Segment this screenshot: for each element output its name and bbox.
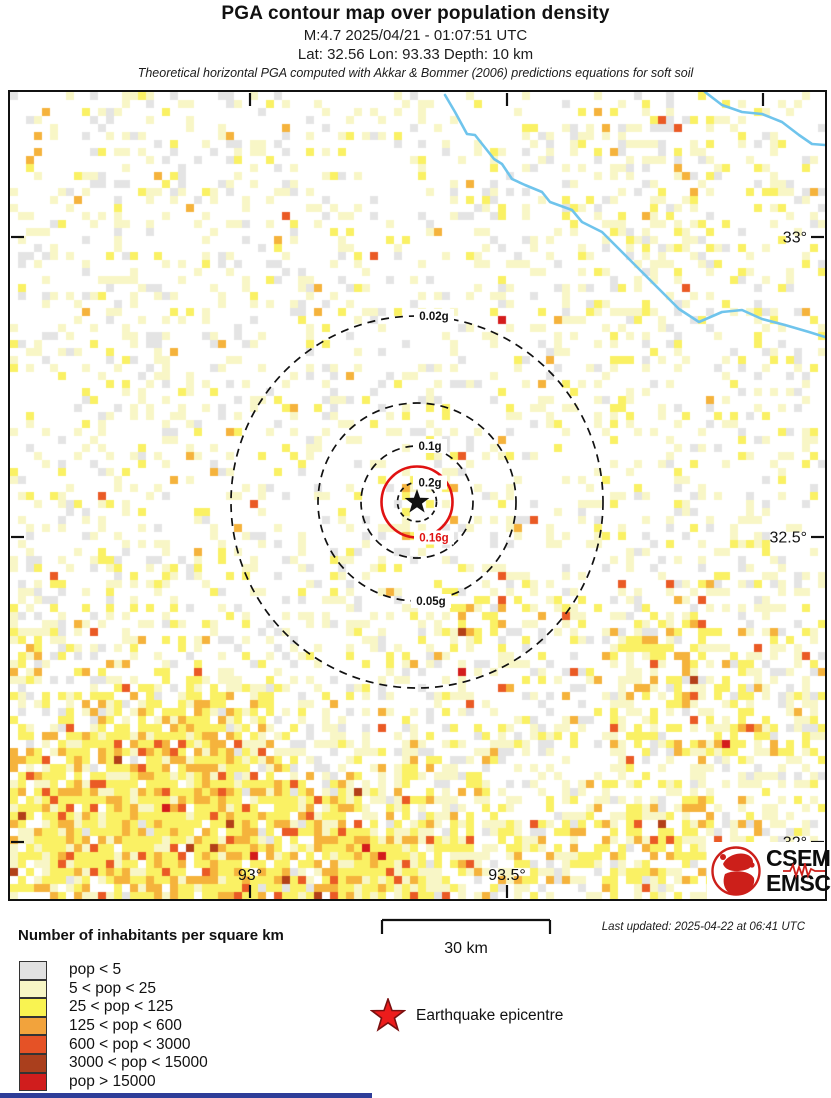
last-updated-text: Last updated: 2025-04-22 at 06:41 UTC bbox=[601, 921, 805, 933]
legend-title: Number of inhabitants per square km bbox=[18, 927, 284, 944]
contour-label-bg bbox=[411, 594, 451, 608]
contour-label: 0.02g bbox=[419, 311, 448, 323]
event-location-depth: Lat: 32.56 Lon: 93.33 Depth: 10 km bbox=[297, 46, 534, 63]
bottom-bar bbox=[0, 1093, 372, 1098]
epicentre-legend: Earthquake epicentre bbox=[370, 998, 563, 1034]
emsc-globe-icon bbox=[711, 845, 761, 896]
legend-swatch bbox=[19, 979, 47, 999]
legend-swatch bbox=[19, 1053, 47, 1073]
legend-swatch bbox=[19, 998, 47, 1017]
seismogram-icon bbox=[783, 863, 825, 879]
legend-swatch bbox=[19, 1072, 47, 1092]
contour-label-bg bbox=[413, 475, 447, 490]
contour-label: 0.2g bbox=[418, 478, 441, 490]
legend-row: pop < 5 bbox=[19, 961, 208, 980]
legend-label: 25 < pop < 125 bbox=[69, 998, 174, 1016]
csem-emsc-logo: CSEM EMSC bbox=[707, 842, 831, 899]
legend-label: 600 < pop < 3000 bbox=[69, 1035, 191, 1053]
logo-emsc-label: EMSC bbox=[766, 869, 831, 896]
pga-contour-0.02g bbox=[230, 315, 604, 689]
contour-label-bg bbox=[414, 309, 454, 323]
contour-label: 0.1g bbox=[418, 441, 441, 453]
map-area: 33°32.5°32°93°93.5° 0.02g0.05g0.1g0.16g0… bbox=[8, 90, 831, 901]
legend-row: 125 < pop < 600 bbox=[19, 1016, 208, 1036]
lon-label: 93.5° bbox=[488, 867, 526, 884]
legend-row: 3000 < pop < 15000 bbox=[19, 1053, 208, 1073]
lat-label: 32.5° bbox=[769, 530, 807, 547]
contour-label: 0.16g bbox=[419, 533, 448, 545]
scale-bar bbox=[380, 918, 552, 934]
pga-contours-layer: 0.02g 0.05g 0.1g 0.16g 0.2g bbox=[230, 309, 604, 689]
page-title: PGA contour map over population density bbox=[221, 3, 610, 24]
legend-swatch bbox=[19, 1016, 47, 1036]
legend-label: 5 < pop < 25 bbox=[69, 979, 157, 997]
scale-bar-label: 30 km bbox=[444, 940, 488, 957]
legend-label: 125 < pop < 600 bbox=[69, 1017, 182, 1035]
lon-label: 93° bbox=[238, 867, 262, 884]
axis-labels-layer: 33°32.5°32°93°93.5° bbox=[238, 230, 807, 885]
contour-label: 0.05g bbox=[416, 596, 445, 608]
map-overlay-svg: 33°32.5°32°93°93.5° 0.02g0.05g0.1g0.16g0… bbox=[11, 92, 825, 898]
rivers-layer bbox=[443, 92, 825, 339]
legend-label: 3000 < pop < 15000 bbox=[69, 1054, 208, 1072]
legend-row: 5 < pop < 25 bbox=[19, 979, 208, 999]
epicenter-star-icon bbox=[404, 489, 430, 513]
river-path bbox=[443, 93, 825, 339]
legend-row: 25 < pop < 125 bbox=[19, 998, 208, 1017]
event-magnitude-time: M:4.7 2025/04/21 - 01:07:51 UTC bbox=[303, 27, 528, 44]
legend-row: pop > 15000 bbox=[19, 1072, 208, 1092]
pga-contour-0.1g bbox=[360, 445, 474, 559]
pga-method-note: Theoretical horizontal PGA computed with… bbox=[137, 66, 694, 80]
legend-label: pop > 15000 bbox=[69, 1072, 156, 1090]
legend-label: pop < 5 bbox=[69, 961, 122, 979]
legend-swatch bbox=[19, 1035, 47, 1054]
epicentre-legend-label: Earthquake epicentre bbox=[416, 1007, 564, 1024]
contour-label-bg bbox=[414, 530, 454, 545]
epicentre-star-icon bbox=[370, 998, 406, 1032]
lat-label: 33° bbox=[783, 230, 807, 247]
contour-label-bg bbox=[413, 439, 447, 453]
legend-swatch bbox=[19, 961, 47, 980]
river-path bbox=[703, 92, 825, 147]
header: PGA contour map over population density … bbox=[0, 0, 831, 80]
legend-row: 600 < pop < 3000 bbox=[19, 1035, 208, 1054]
